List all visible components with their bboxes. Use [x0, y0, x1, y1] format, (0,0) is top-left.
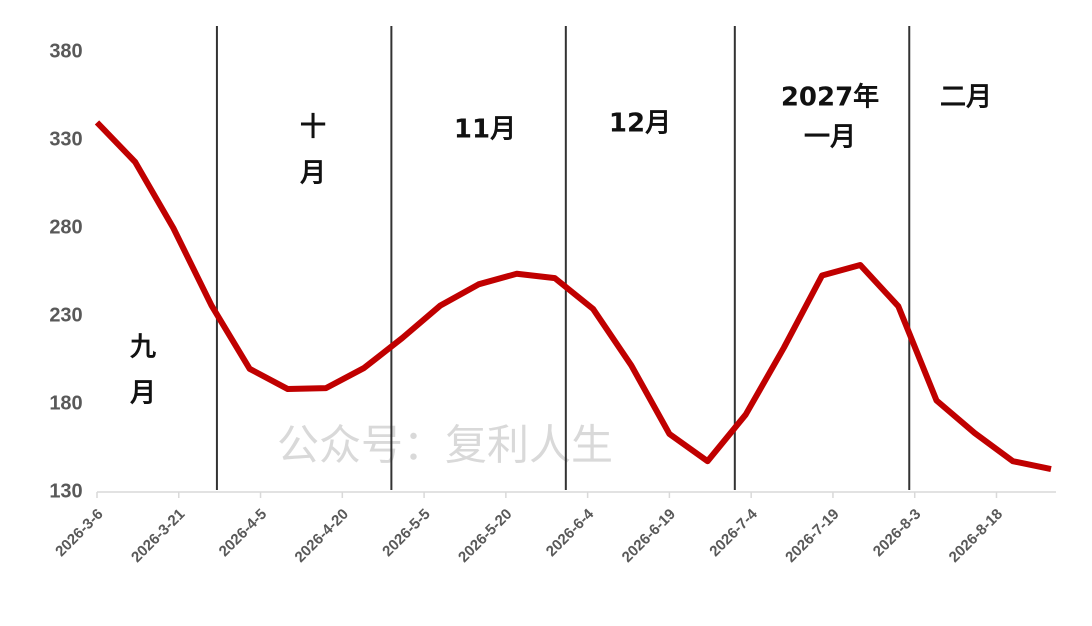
- x-tick-label: 2026-3-6: [52, 506, 106, 560]
- month-label: 九: [129, 333, 156, 363]
- y-tick-label: 180: [49, 392, 82, 414]
- x-tick-label: 2026-8-18: [946, 506, 1006, 566]
- y-tick-label: 380: [49, 40, 82, 62]
- y-tick-label: 130: [49, 480, 82, 502]
- x-tick-label: 2026-7-4: [706, 505, 761, 560]
- month-label: 二月: [940, 83, 992, 113]
- x-tick-label: 2026-4-20: [292, 506, 352, 566]
- month-label: 月: [299, 159, 326, 189]
- month-label: 十: [300, 113, 326, 143]
- y-tick-label: 280: [49, 216, 82, 238]
- x-tick-label: 2026-7-19: [782, 506, 842, 566]
- x-tick-label: 2026-6-4: [543, 505, 598, 560]
- y-tick-label: 230: [49, 304, 82, 326]
- line: [94, 120, 1052, 473]
- month-label: 2027年: [781, 82, 879, 113]
- month-label: 月: [129, 379, 156, 409]
- x-tick-label: 2026-3-21: [128, 506, 188, 566]
- x-tick-label: 2026-5-20: [455, 506, 515, 566]
- x-tick-label: 2026-5-5: [379, 506, 433, 560]
- month-label: 11月: [454, 115, 516, 145]
- watermark: 公众号：复利人生: [277, 421, 613, 470]
- x-tick-label: 2026-8-3: [870, 506, 924, 560]
- x-tick-label: 2026-4-5: [216, 506, 270, 560]
- month-label: 12月: [609, 109, 671, 139]
- y-tick-label: 330: [49, 128, 82, 150]
- month-label: 一月: [804, 123, 856, 153]
- x-tick-label: 2026-6-19: [619, 506, 679, 566]
